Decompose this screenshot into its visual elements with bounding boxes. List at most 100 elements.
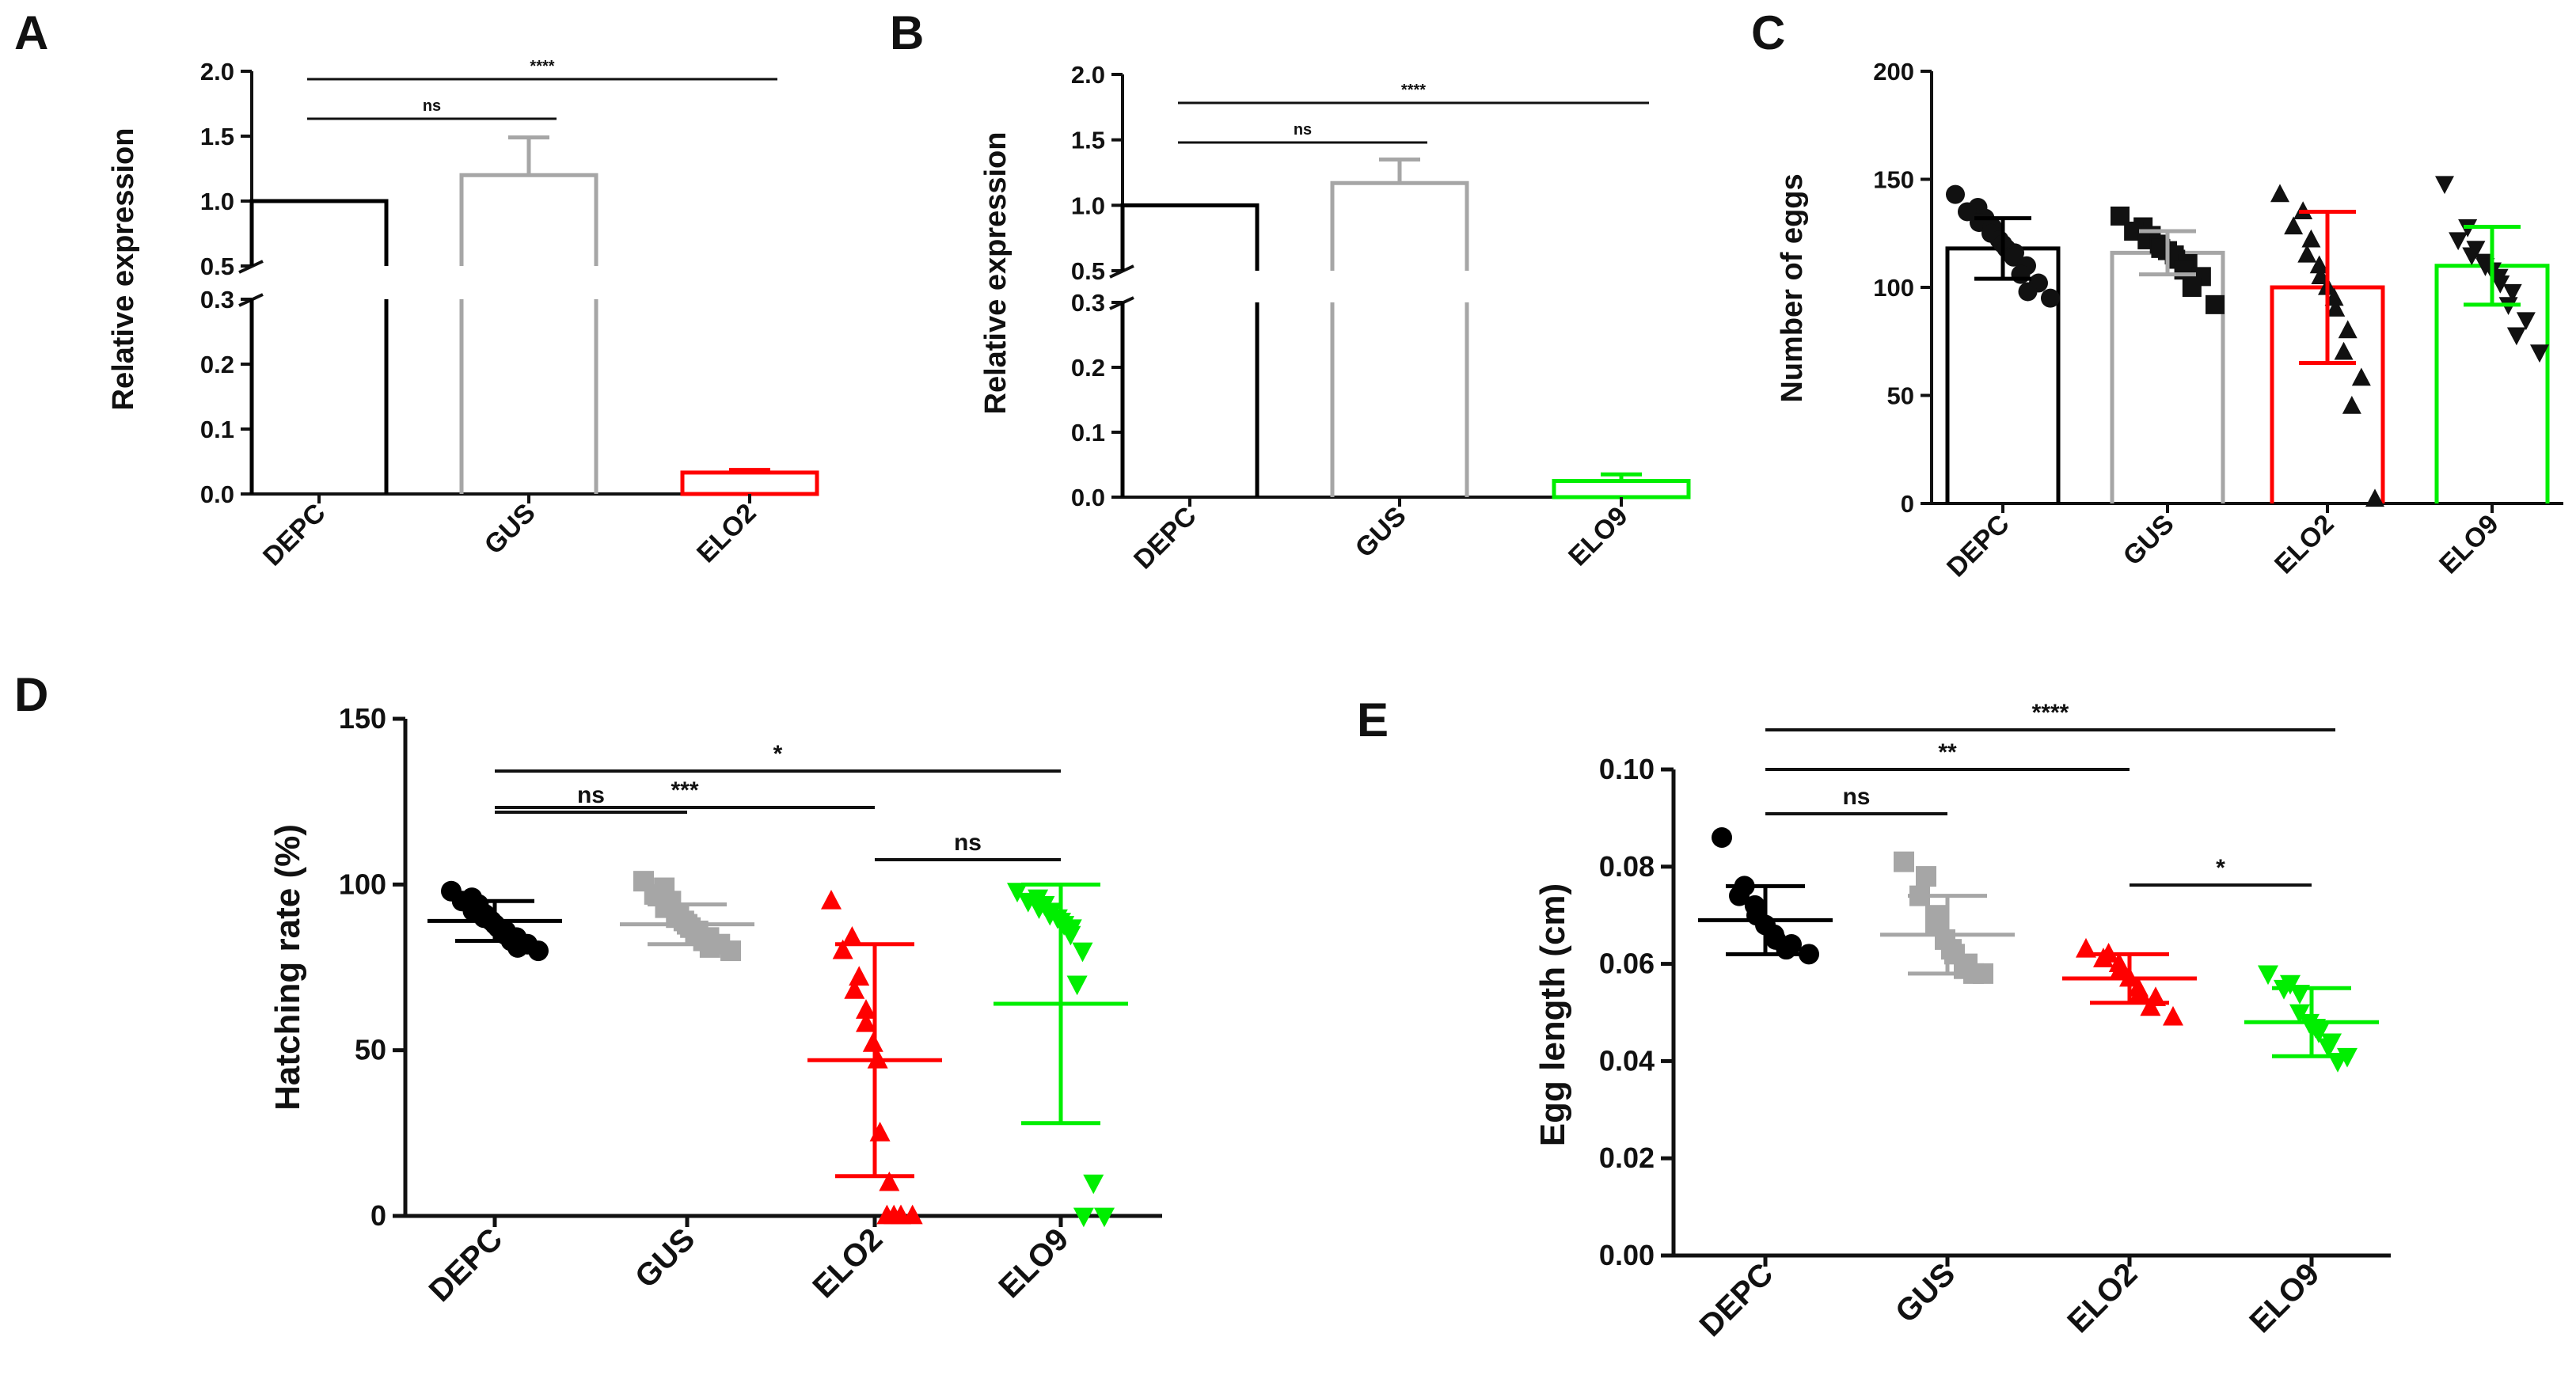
data-point (2011, 264, 2031, 284)
y-tick-label: 0 (370, 1199, 386, 1232)
x-tick-label: DEPC (1128, 501, 1203, 576)
data-point (2462, 247, 2482, 266)
data-point (2324, 287, 2344, 306)
y-tick-label: 100 (339, 868, 386, 900)
y-axis-title: Relative expression (979, 132, 1013, 415)
x-tick-label: ELO2 (2269, 509, 2340, 580)
significance-label: * (2216, 855, 2225, 881)
panel-label: D (14, 668, 48, 721)
x-tick-label: DEPC (1693, 1256, 1780, 1343)
data-point (2258, 965, 2278, 986)
data-point (2301, 229, 2321, 248)
panel-label: A (14, 6, 48, 59)
data-point (2270, 184, 2289, 203)
panel-a: A 0.0 0.1 0.2 0.3 0.5 1.0 1.5 2.0 Relative expres… (14, 6, 819, 572)
data-point (2506, 327, 2526, 346)
data-point (1060, 925, 1081, 946)
x-tick-label: ELO2 (2061, 1256, 2144, 1339)
data-point (1799, 944, 1819, 965)
significance-label: * (773, 741, 783, 767)
x-tick-label: ELO2 (806, 1221, 889, 1305)
y-tick-label: 1.0 (200, 188, 234, 215)
data-point (2449, 232, 2468, 251)
data-point (2435, 176, 2454, 195)
data-point (1072, 942, 1093, 963)
y-tick-label: 0.08 (1599, 850, 1655, 883)
data-point (1894, 851, 1914, 872)
data-point (2516, 312, 2536, 331)
data-point (1729, 885, 1750, 906)
y-tick-label: 50 (1887, 382, 1914, 410)
x-tick-label: GUS (479, 498, 541, 560)
data-point (821, 889, 842, 910)
data-point (2326, 298, 2346, 317)
panel-e: E 0.00 0.02 0.04 0.06 0.08 0.10 Egg length (cm)… (1357, 693, 2391, 1343)
y-axis-title: Egg length (cm) (1533, 883, 1572, 1146)
y-tick-label: 2.0 (1071, 61, 1105, 89)
data-point (849, 966, 870, 986)
x-tick-label: GUS (1350, 501, 1412, 564)
data-point (879, 1171, 900, 1191)
data-point (2206, 294, 2225, 314)
panel-d: D 0 50 100 150 Hatching rate (%) DEPC GUS ELO2 EL… (14, 668, 1162, 1309)
y-axis-title: Relative expression (107, 128, 140, 411)
y-axis-title: Number of eggs (1776, 173, 1809, 402)
y-tick-label: 150 (1873, 166, 1914, 194)
data-point (1916, 866, 1936, 887)
y-tick-label: 0.00 (1599, 1239, 1655, 1271)
x-tick-label: GUS (2118, 509, 2180, 572)
panel-c: C 0 50 100 150 200 Number of eggs DEPC GUS ELO2 EL… (1751, 6, 2563, 583)
y-tick-label: 1.0 (1071, 192, 1105, 219)
y-tick-label: 0.1 (1071, 419, 1105, 446)
y-tick-label: 0.2 (200, 351, 234, 378)
y-tick-label: 0.5 (1071, 257, 1105, 285)
significance-label: **** (1401, 82, 1426, 99)
panel-b: B 0.0 0.1 0.2 0.3 0.5 1.0 1.5 2.0 Relative expres… (890, 6, 1691, 576)
y-tick-label: 0 (1901, 490, 1914, 518)
y-tick-label: 1.5 (1071, 127, 1105, 154)
data-point (2093, 948, 2114, 967)
y-tick-label: 0.10 (1599, 753, 1655, 785)
significance-label: ns (423, 97, 441, 115)
y-tick-label: 0.02 (1599, 1142, 1655, 1174)
data-point (2140, 996, 2161, 1016)
significance-label: **** (2032, 700, 2069, 726)
y-tick-label: 0.5 (200, 253, 234, 280)
data-point (2338, 320, 2358, 339)
bar-depc (1120, 203, 1260, 497)
data-point (2342, 395, 2361, 414)
y-tick-label: 0.1 (200, 416, 234, 443)
significance-label: *** (671, 777, 698, 803)
data-point (2041, 288, 2060, 308)
data-point (1073, 1207, 1094, 1228)
x-tick-label: DEPC (257, 498, 332, 572)
x-tick-label: ELO9 (992, 1221, 1075, 1305)
data-point (2491, 275, 2510, 294)
y-tick-label: 0.0 (1071, 484, 1105, 511)
significance-label: ** (1938, 739, 1957, 765)
x-tick-label: DEPC (423, 1221, 510, 1309)
data-point (2111, 957, 2131, 978)
bar-gus (1330, 180, 1469, 497)
y-tick-label: 0.3 (1071, 289, 1105, 317)
y-tick-label: 0.3 (200, 286, 234, 313)
data-point (1083, 1174, 1104, 1195)
data-point (832, 939, 853, 959)
data-point (2351, 367, 2371, 386)
bar-gus (459, 173, 598, 494)
data-point (842, 926, 863, 946)
x-tick-label: ELO9 (1563, 501, 1634, 572)
data-point (2163, 1005, 2183, 1026)
data-point (528, 940, 549, 962)
significance-label: ns (1842, 784, 1870, 810)
data-point (2318, 1038, 2339, 1058)
data-point (1094, 1207, 1115, 1228)
y-tick-label: 100 (1873, 274, 1914, 302)
significance-label: ns (577, 782, 605, 808)
x-tick-label: ELO2 (691, 498, 762, 569)
data-point (1007, 883, 1028, 903)
data-point (699, 936, 720, 958)
bar-gus (2110, 250, 2225, 503)
y-tick-label: 0.2 (1071, 354, 1105, 382)
